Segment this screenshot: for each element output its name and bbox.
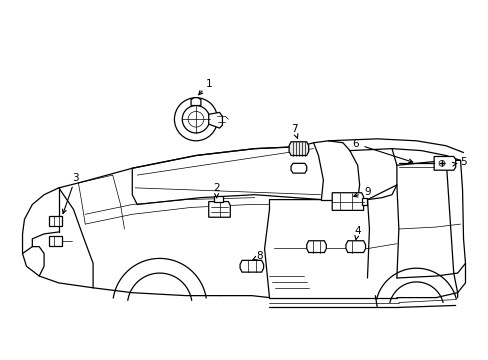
Polygon shape xyxy=(290,163,306,173)
Polygon shape xyxy=(208,202,230,217)
Polygon shape xyxy=(361,198,367,206)
Text: 7: 7 xyxy=(290,124,297,134)
Polygon shape xyxy=(306,241,325,252)
Text: 9: 9 xyxy=(364,187,370,197)
Polygon shape xyxy=(288,142,308,156)
Text: 3: 3 xyxy=(72,173,79,183)
Polygon shape xyxy=(240,260,263,272)
Polygon shape xyxy=(49,216,61,226)
Polygon shape xyxy=(331,193,363,210)
Polygon shape xyxy=(49,236,61,246)
Polygon shape xyxy=(433,157,455,170)
Polygon shape xyxy=(345,241,365,252)
Polygon shape xyxy=(208,112,222,128)
Text: 5: 5 xyxy=(459,157,466,167)
Text: 6: 6 xyxy=(352,139,358,149)
Polygon shape xyxy=(191,98,201,105)
Text: 4: 4 xyxy=(354,226,360,236)
Text: 1: 1 xyxy=(205,79,212,89)
Polygon shape xyxy=(213,196,223,202)
Text: 8: 8 xyxy=(256,251,263,261)
Text: 2: 2 xyxy=(213,183,220,193)
